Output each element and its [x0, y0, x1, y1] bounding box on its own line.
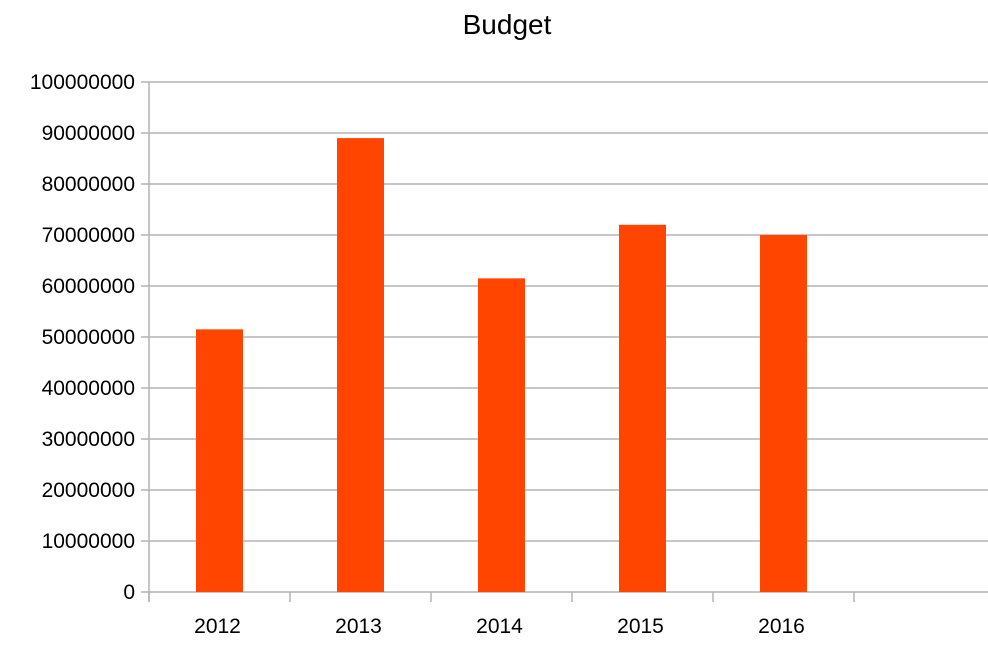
x-tick-label: 2013 [335, 615, 382, 638]
y-tick-label: 20000000 [42, 479, 135, 502]
gridlines [141, 81, 988, 602]
bar-2012 [196, 329, 243, 592]
bar-2016 [760, 235, 807, 592]
y-tick-label: 30000000 [42, 428, 135, 451]
y-tick-label: 80000000 [42, 173, 135, 196]
y-tick-label: 70000000 [42, 224, 135, 247]
y-tick-label: 10000000 [42, 530, 135, 553]
x-tick-label: 2016 [758, 615, 805, 638]
y-tick-label: 50000000 [42, 326, 135, 349]
y-tick-label: 0 [123, 581, 135, 604]
bar-2014 [478, 278, 525, 592]
bar-2013 [337, 138, 384, 592]
y-axis-ticks: 0 10000000 20000000 30000000 40000000 5000000… [30, 71, 135, 604]
x-tick-label: 2014 [476, 615, 523, 638]
bar-2015 [619, 224, 666, 593]
bars [196, 138, 807, 593]
y-tick-label: 40000000 [42, 377, 135, 400]
y-tick-label: 60000000 [42, 275, 135, 298]
x-axis-ticks: 2012 2013 2014 2015 2016 [194, 615, 805, 638]
chart-title: Budget [463, 9, 552, 40]
x-tick-label: 2012 [194, 615, 241, 638]
y-tick-label: 90000000 [42, 122, 135, 145]
x-tick-label: 2015 [617, 615, 664, 638]
y-tick-label: 100000000 [30, 71, 135, 94]
